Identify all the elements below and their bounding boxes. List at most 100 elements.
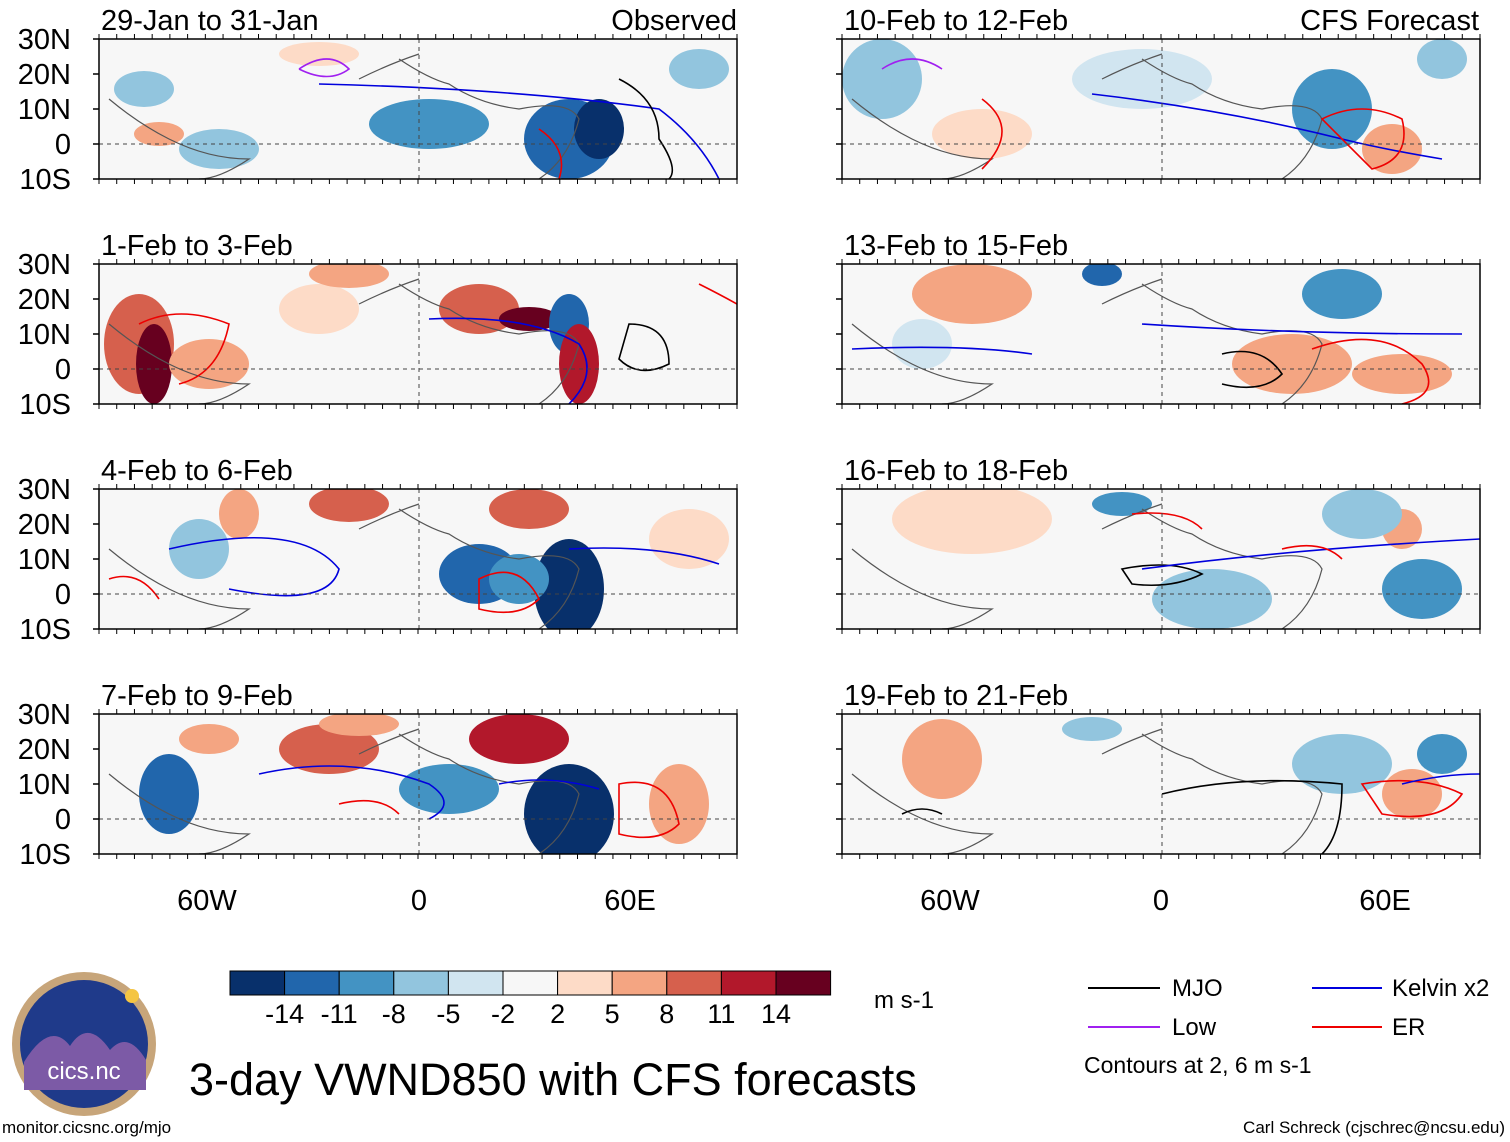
lat-label: 30N [18, 249, 71, 281]
legend-low-label: Low [1172, 1014, 1217, 1041]
wave-contour [1221, 350, 1284, 389]
anomaly-patch [399, 764, 499, 814]
lat-label: 30N [18, 24, 71, 56]
wave-contour [881, 58, 943, 70]
anomaly-patch [1092, 492, 1152, 516]
colorbar-tick-label: -11 [321, 999, 358, 1029]
lon-label-0-right: 0 [1153, 885, 1169, 917]
wave-contour [618, 781, 680, 839]
anomaly-patch [439, 284, 519, 334]
colorbar-swatch [502, 970, 559, 996]
colorbar-tick-label: -14 [265, 999, 304, 1029]
anomaly-patch [649, 764, 709, 844]
coastline [851, 53, 1323, 179]
colorbar-tick-label: -8 [382, 999, 406, 1029]
panel-period: 1-Feb to 3-Feb [101, 230, 293, 262]
colorbar-tick-label: 14 [761, 999, 791, 1029]
wave-contour [1281, 544, 1343, 560]
colorbar-swatch [229, 970, 286, 996]
colorbar-tick-label: 8 [659, 999, 674, 1029]
wave-contour [138, 313, 230, 385]
anomaly-patch [469, 714, 569, 764]
lat-label: 30N [18, 699, 71, 731]
anomaly-patch [489, 554, 549, 604]
colorbar-swatch [284, 970, 340, 996]
anomaly-patch [279, 724, 379, 774]
wave-contour [568, 547, 720, 565]
lat-label: 10S [19, 389, 71, 421]
lat-label: 20N [18, 509, 71, 541]
lat-label: 10S [19, 614, 71, 646]
panel-field [842, 39, 1467, 179]
anomaly-patch [309, 489, 389, 522]
wave-contour [318, 83, 720, 179]
longitude-labels: 60W 0 60E 60W 0 60E [177, 885, 1411, 917]
colorbar-swatch [393, 970, 449, 996]
anomaly-patch [1292, 734, 1392, 794]
wave-contour [1120, 564, 1204, 587]
panel-period: 13-Feb to 15-Feb [844, 230, 1068, 262]
anomaly-patch [1072, 49, 1212, 109]
anomaly-patch [309, 264, 389, 288]
wave-contour [258, 765, 445, 820]
anomaly-patch [892, 319, 952, 369]
panel-period: 10-Feb to 12-Feb [844, 5, 1068, 37]
anomaly-patch [912, 264, 1032, 324]
anomaly-patch [1232, 334, 1352, 394]
anomaly-patch [902, 719, 982, 799]
observed-tag: Observed [611, 5, 737, 37]
lon-label-60w-left: 60W [177, 885, 237, 917]
map-panel: 19-Feb to 21-Feb [836, 680, 1481, 859]
lat-label: 20N [18, 734, 71, 766]
footer-credit: Carl Schreck (cjschrec@ncsu.edu) [1243, 1118, 1505, 1137]
colorbar-tick-label: -2 [491, 999, 515, 1029]
anomaly-patch [649, 509, 729, 569]
lat-label: 0 [55, 129, 71, 161]
panel-period: 19-Feb to 21-Feb [844, 680, 1068, 712]
anomaly-patch [369, 99, 489, 149]
footer-url: monitor.cicsnc.org/mjo [2, 1118, 171, 1137]
anomaly-patch [169, 519, 229, 579]
colorbar-swatch [557, 970, 613, 996]
panel-field [108, 714, 709, 854]
lat-label: 20N [18, 284, 71, 316]
anomaly-patch [1292, 69, 1372, 149]
wave-contour [618, 78, 674, 179]
anomaly-patch [1152, 569, 1272, 629]
anomaly-patch [319, 714, 399, 736]
lon-label-60e-left: 60E [604, 885, 656, 917]
lat-label: 10S [19, 839, 71, 871]
panel-field [104, 264, 737, 404]
wave-contour [1131, 512, 1203, 530]
colorbar-tick-label: 11 [707, 999, 735, 1029]
lat-label: 10N [18, 544, 71, 576]
anomaly-patch [136, 324, 172, 404]
panel-period: 7-Feb to 9-Feb [101, 680, 293, 712]
anomaly-patch [534, 539, 604, 629]
wave-contour [618, 323, 670, 372]
wave-contour [981, 98, 1003, 170]
anomaly-patch [559, 324, 599, 404]
anomaly-patch [114, 71, 174, 107]
anomaly-patch [842, 39, 922, 119]
anomaly-patch [279, 284, 359, 334]
panel-field [851, 717, 1480, 854]
lat-label: 10S [19, 164, 71, 196]
wave-contour [338, 799, 400, 815]
colorbar-unit: m s-1 [874, 987, 934, 1014]
anomaly-patch [1322, 489, 1402, 539]
colorbar-tick-label: 2 [550, 999, 565, 1029]
colorbar-swatch [666, 970, 722, 996]
wave-contour [1311, 338, 1430, 404]
colorbar-swatch [447, 970, 504, 996]
logo-text: cics.nc [47, 1058, 120, 1085]
coastline [108, 278, 580, 404]
wave-contour [1360, 779, 1464, 818]
colorbar-swatch [338, 970, 395, 996]
coastline [851, 503, 1323, 629]
colorbar-swatch [611, 970, 668, 996]
